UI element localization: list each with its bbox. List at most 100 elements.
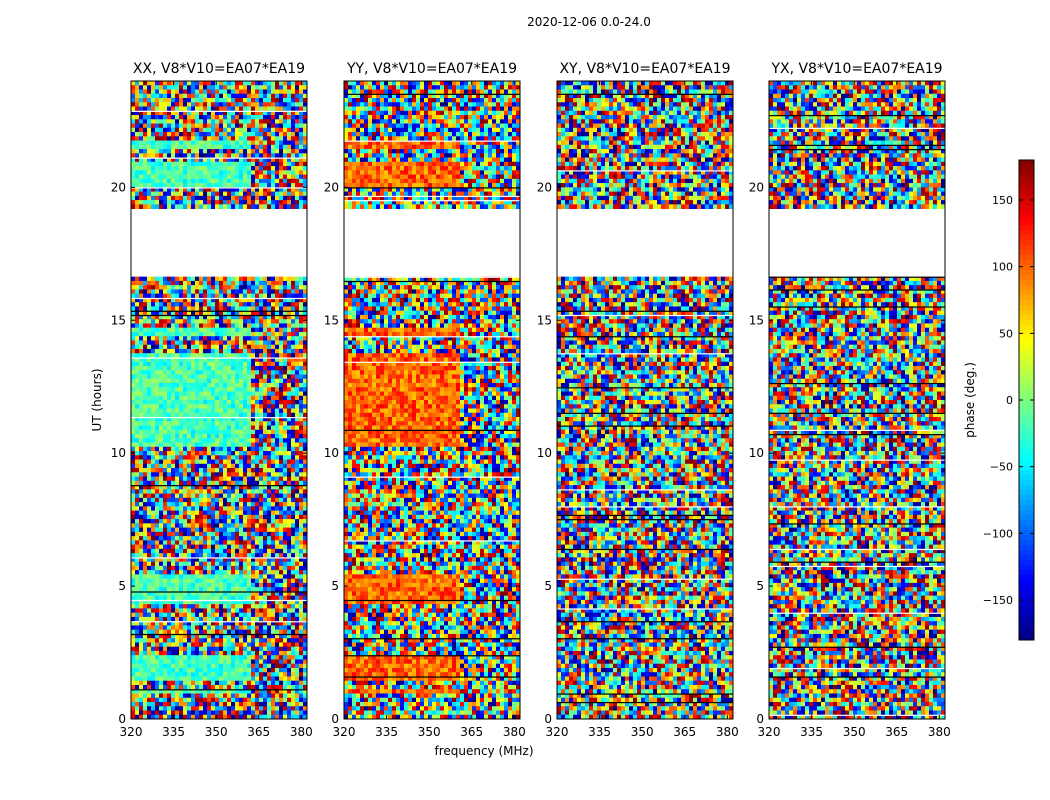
colorbar-segment xyxy=(1019,425,1034,431)
y-tick-label: 0 xyxy=(118,712,126,726)
colorbar-segment xyxy=(1019,505,1034,511)
x-tick-label: 380 xyxy=(928,725,951,739)
colorbar-segment xyxy=(1019,635,1034,641)
colorbar-segment xyxy=(1019,355,1034,361)
y-tick-label: 5 xyxy=(118,579,126,593)
x-tick-label: 365 xyxy=(247,725,270,739)
y-tick-label: 15 xyxy=(111,313,126,327)
colorbar-segment xyxy=(1019,430,1034,436)
x-tick-label: 350 xyxy=(843,725,866,739)
panel-heatmap xyxy=(769,81,945,719)
colorbar-segment xyxy=(1019,500,1034,506)
figure-suptitle: 2020-12-06 0.0-24.0 xyxy=(527,15,651,29)
y-tick-label: 10 xyxy=(324,446,339,460)
colorbar-segment xyxy=(1019,305,1034,311)
colorbar-segment xyxy=(1019,325,1034,331)
panel-heatmap xyxy=(344,81,520,719)
colorbar-segment xyxy=(1019,610,1034,616)
x-tick-label: 335 xyxy=(588,725,611,739)
colorbar-segment xyxy=(1019,510,1034,516)
x-tick-label: 320 xyxy=(546,725,569,739)
colorbar-segment xyxy=(1019,165,1034,171)
colorbar-segment xyxy=(1019,435,1034,441)
x-tick-label: 335 xyxy=(375,725,398,739)
y-tick-label: 0 xyxy=(544,712,552,726)
colorbar-segment xyxy=(1019,395,1034,401)
y-tick-label: 5 xyxy=(331,579,339,593)
colorbar-segment xyxy=(1019,615,1034,621)
colorbar-segment xyxy=(1019,620,1034,626)
x-tick-label: 365 xyxy=(673,725,696,739)
colorbar-segment xyxy=(1019,350,1034,356)
colorbar-segment xyxy=(1019,570,1034,576)
colorbar-segment xyxy=(1019,475,1034,481)
colorbar-segment xyxy=(1019,465,1034,471)
colorbar-segment xyxy=(1019,580,1034,586)
x-tick-label: 365 xyxy=(460,725,483,739)
x-tick-label: 320 xyxy=(120,725,143,739)
colorbar-segment xyxy=(1019,280,1034,286)
colorbar-segment xyxy=(1019,470,1034,476)
colorbar-segment xyxy=(1019,460,1034,466)
x-tick-label: 320 xyxy=(758,725,781,739)
colorbar-segment xyxy=(1019,560,1034,566)
colorbar-segment xyxy=(1019,300,1034,306)
panel-heatmap xyxy=(557,81,733,719)
colorbar-segment xyxy=(1019,310,1034,316)
colorbar-segment xyxy=(1019,575,1034,581)
colorbar-segment xyxy=(1019,565,1034,571)
x-tick-label: 320 xyxy=(333,725,356,739)
colorbar-segment xyxy=(1019,190,1034,196)
colorbar-segment xyxy=(1019,455,1034,461)
colorbar-segment xyxy=(1019,295,1034,301)
x-tick-label: 350 xyxy=(418,725,441,739)
colorbar-segment xyxy=(1019,630,1034,636)
y-tick-label: 0 xyxy=(756,712,764,726)
panel-frame xyxy=(130,80,308,720)
colorbar-segment xyxy=(1019,540,1034,546)
colorbar-segment xyxy=(1019,490,1034,496)
x-tick-label: 380 xyxy=(290,725,313,739)
panel-title: XX, V8*V10=EA07*EA19 xyxy=(133,61,305,77)
colorbar-segment xyxy=(1019,160,1034,166)
colorbar-tick-label: 0 xyxy=(1006,394,1013,407)
colorbar-segment xyxy=(1019,255,1034,261)
colorbar-tick-label: −50 xyxy=(990,461,1013,474)
y-tick-label: 20 xyxy=(111,180,126,194)
x-tick-label: 380 xyxy=(716,725,739,739)
colorbar-segment xyxy=(1019,200,1034,206)
colorbar-segment xyxy=(1019,385,1034,391)
x-tick-label: 335 xyxy=(800,725,823,739)
panel-1: XX, V8*V10=EA07*EA19 320 335 350 365 380 0 5 10 1… xyxy=(111,61,313,739)
colorbar-segment xyxy=(1019,245,1034,251)
colorbar-segment xyxy=(1019,285,1034,291)
colorbar-tick-label: 100 xyxy=(992,261,1013,274)
colorbar-segment xyxy=(1019,525,1034,531)
colorbar-segment xyxy=(1019,240,1034,246)
colorbar-segment xyxy=(1019,180,1034,186)
panel-heatmap xyxy=(131,81,307,719)
colorbar-segment xyxy=(1019,390,1034,396)
y-tick-label: 15 xyxy=(537,313,552,327)
panels-group: XX, V8*V10=EA07*EA19 320 335 350 365 380 0 5 10 1… xyxy=(111,61,951,739)
colorbar-segment xyxy=(1019,520,1034,526)
x-tick-label: 335 xyxy=(162,725,185,739)
colorbar-segment xyxy=(1019,545,1034,551)
colorbar-tick-label: −150 xyxy=(983,594,1013,607)
y-tick-label: 5 xyxy=(544,579,552,593)
colorbar-tick-label: 50 xyxy=(999,327,1013,340)
colorbar-segment xyxy=(1019,625,1034,631)
colorbar-segment xyxy=(1019,550,1034,556)
panel-title: YX, V8*V10=EA07*EA19 xyxy=(770,61,942,77)
colorbar-segment xyxy=(1019,450,1034,456)
colorbar-segment xyxy=(1019,445,1034,451)
colorbar-segment xyxy=(1019,365,1034,371)
colorbar-segment xyxy=(1019,590,1034,596)
y-tick-label: 20 xyxy=(749,180,764,194)
panel-2: YY, V8*V10=EA07*EA19 320 335 350 365 380 0 5 10 1… xyxy=(324,61,526,739)
y-tick-label: 10 xyxy=(749,446,764,460)
colorbar-segment xyxy=(1019,215,1034,221)
colorbar-segment xyxy=(1019,250,1034,256)
colorbar-segment xyxy=(1019,480,1034,486)
colorbar-segment xyxy=(1019,440,1034,446)
